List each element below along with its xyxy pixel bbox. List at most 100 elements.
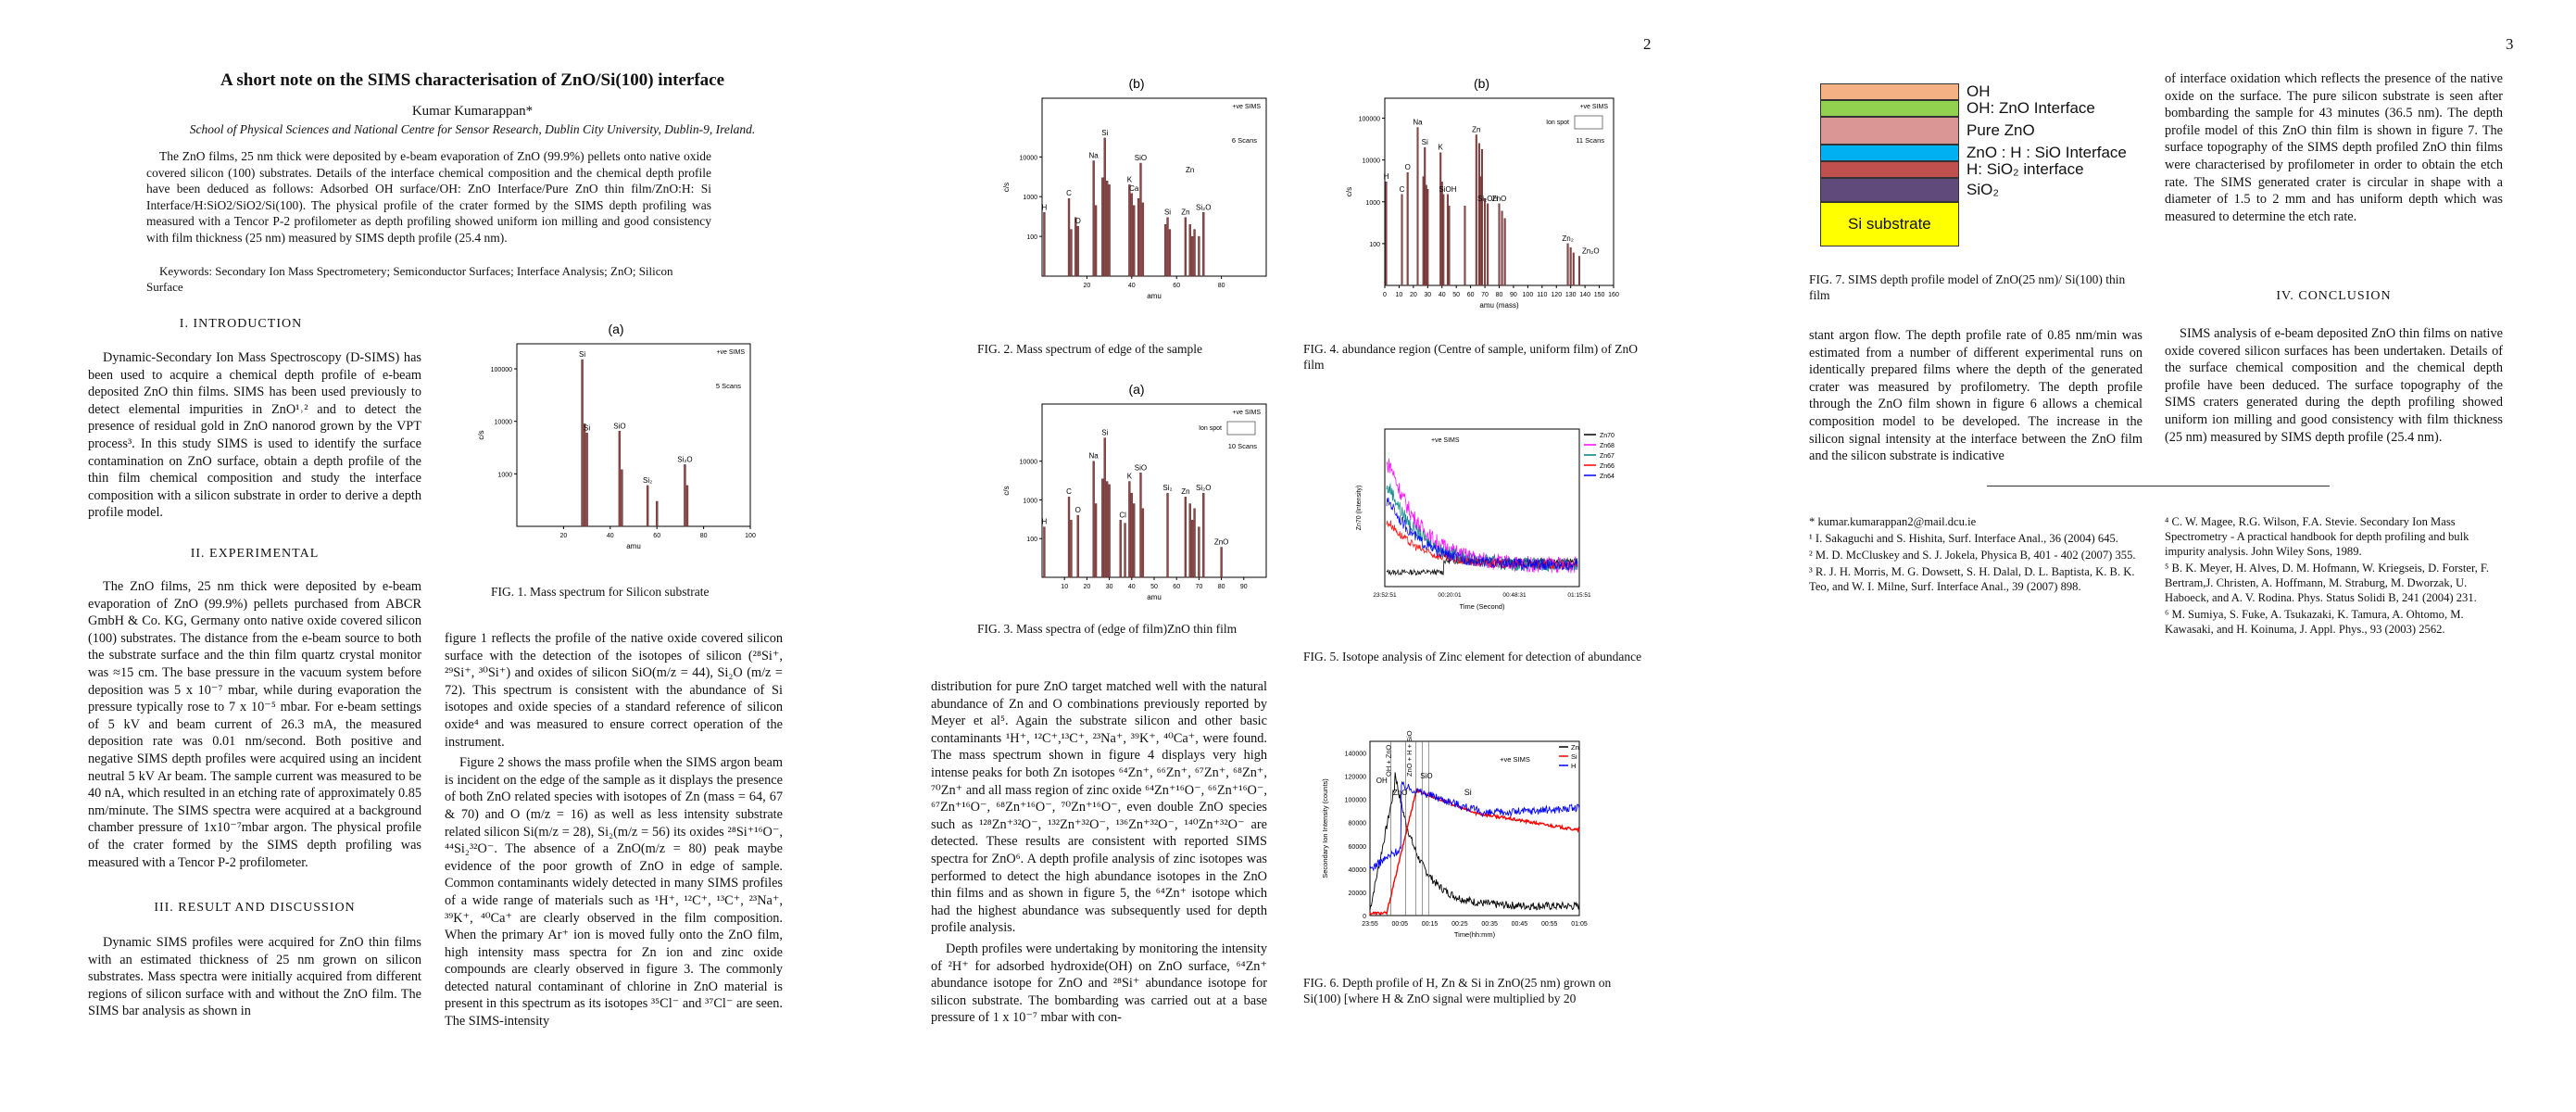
peak-label: Si₂ (1162, 484, 1172, 492)
x-tick-label: 00:25 (1451, 921, 1468, 928)
x-tick-label: 00:20:01 (1438, 592, 1462, 599)
y-tick-label: 10000 (1020, 155, 1038, 161)
legend-entry: Zn66 (1600, 463, 1615, 470)
layer-label: OH: ZnO Interface (1967, 99, 2095, 117)
bar (1106, 481, 1109, 578)
bar (1103, 437, 1106, 578)
bar (1188, 224, 1191, 277)
bar (1184, 217, 1187, 277)
x-tick-label: 80 (700, 533, 708, 539)
bar (1133, 205, 1136, 277)
x-tick-label: 23:55 (1362, 921, 1378, 928)
x-axis-label: Time(hh:mm) (1454, 930, 1496, 939)
x-axis-label: amu (mass) (1479, 301, 1519, 310)
layer-label: SiO₂ (1967, 181, 1999, 198)
peak-label: Si₂O (1196, 203, 1211, 211)
x-tick-label: 60 (1467, 292, 1475, 298)
bar (583, 423, 586, 527)
y-tick-label: 20000 (1349, 891, 1367, 897)
x-tick-label: 140 (1579, 292, 1590, 298)
bar (621, 469, 623, 527)
x-tick-label: 01:05 (1571, 921, 1588, 928)
bar (1501, 210, 1503, 286)
scans-label: 11 Scans (1576, 136, 1604, 145)
references-right: ⁴ C. W. Magee, R.G. Wilson, F.A. Stevie.… (2165, 514, 2503, 638)
y-tick-label: 100000 (1345, 798, 1366, 804)
bar (1133, 503, 1136, 578)
figure-5-chart: +ve SIMS Zn70 Zn68 Zn67 Zn66 Zn64 23:52:51 00:2… (1348, 422, 1630, 621)
bar (1163, 224, 1167, 277)
bar (1139, 473, 1142, 578)
x-axis-label: Time (Second) (1460, 602, 1505, 611)
bar (1124, 523, 1126, 578)
bar (1190, 520, 1194, 578)
bar (1106, 180, 1109, 277)
conclusion-text: SIMS analysis of e-beam deposited ZnO th… (2165, 326, 2503, 445)
bar (1108, 184, 1111, 277)
bar (1168, 229, 1172, 277)
bar (1193, 229, 1196, 277)
bar (1128, 184, 1131, 277)
y-axis-label: c/s (1002, 486, 1011, 495)
page-number: 2 (1643, 35, 1652, 53)
peak-label: Zn₂O (1582, 246, 1600, 255)
y-axis-label: c/s (1002, 183, 1011, 192)
y-tick-label: 1000 (1023, 195, 1037, 201)
peak-label: Zn (1472, 125, 1480, 133)
bar (1166, 217, 1169, 277)
results-text-page-3: stant argon flow. The depth profile rate… (1809, 328, 2142, 464)
layer-block (1820, 161, 1959, 178)
panel-label: (b) (1474, 76, 1489, 91)
results-text-page-3-col-2: of interface oxidation which reflects th… (2165, 71, 2503, 224)
y-tick-label: 100 (1369, 242, 1380, 248)
bar (1202, 212, 1205, 277)
peak-label: H (1042, 518, 1048, 526)
x-tick-label: 00:35 (1481, 921, 1498, 928)
x-tick-label: 100 (745, 533, 756, 539)
peak-label: O (1075, 217, 1081, 225)
figure-1-chart: (a) 1000 10000 100000 20 40 60 80 100 amu c/s +ve S… (472, 320, 760, 556)
page-1: A short note on the SIMS characterisatio… (0, 0, 852, 1112)
bar (1475, 134, 1477, 286)
page-2: 2 (b) 100 1000 10000 20 40 60 80 amu c/s +ve SIMS 6… (859, 0, 1711, 1112)
x-tick-label: 10 (1061, 584, 1068, 590)
peak-label: Si₂O (1196, 484, 1211, 492)
bar (1070, 520, 1073, 578)
peak-label: C (1066, 189, 1072, 197)
figure-6-caption: FIG. 6. Depth profile of H, Zn & Si in Z… (1303, 976, 1612, 1005)
bar (1141, 202, 1145, 277)
series-line-si (1369, 788, 1580, 917)
bar (1480, 148, 1483, 286)
x-tick-label: 100 (1523, 292, 1534, 298)
y-tick-label: 10000 (1363, 158, 1381, 165)
reference-item-1: ¹ I. Sakaguchi and S. Hishita, Surf. Int… (1809, 532, 2118, 545)
peak-label: K (1127, 473, 1133, 481)
bar (585, 433, 588, 527)
peak-label: Si (1164, 208, 1171, 217)
peak-label: Na (1413, 119, 1423, 127)
series-line-zn (1369, 772, 1580, 911)
bar (1220, 547, 1223, 578)
annotation-zno: ZnO (1393, 789, 1408, 797)
ion-spot-label: Ion spot (1199, 425, 1222, 432)
peak-label: Na (1089, 452, 1100, 461)
page-3: 3 OH OH: ZnO Interface Pure ZnO ZnO : H : S… (1718, 0, 2576, 1112)
y-tick-label: 100 (1026, 234, 1037, 241)
peak-label: Si (584, 423, 590, 432)
peak-label: Zn (1181, 208, 1189, 217)
layer-label: H: SiO₂ interface (1967, 160, 2084, 178)
figure-2-caption: FIG. 2. Mass spectrum of edge of the sam… (977, 342, 1202, 356)
x-tick-label: 80 (1218, 283, 1225, 289)
layer-label: Si substrate (1848, 215, 1931, 233)
layer-block (1820, 83, 1959, 100)
annotation-oh: OH (1376, 777, 1388, 785)
bar (1572, 252, 1575, 286)
keywords: Keywords: Secondary Ion Mass Spectromete… (146, 264, 673, 294)
peak-label: Ca (1129, 184, 1139, 193)
legend-label: +ve SIMS (1232, 104, 1261, 110)
peak-label: Na (1089, 152, 1100, 160)
plot-frame (1041, 403, 1267, 578)
bar (1043, 526, 1046, 578)
figure-3-caption: FIG. 3. Mass spectra of (edge of film)Zn… (977, 622, 1238, 636)
bar (1130, 492, 1133, 578)
